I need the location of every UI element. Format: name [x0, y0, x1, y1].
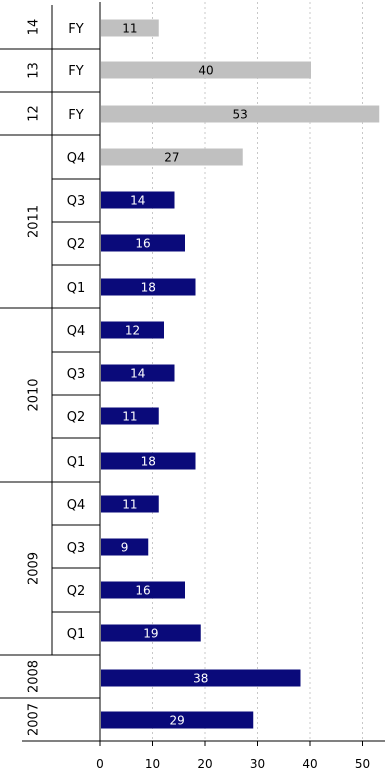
bar-value-label: 38 [193, 672, 208, 686]
x-tick-label: 40 [302, 757, 317, 771]
bar [101, 452, 196, 470]
x-tick-label: 20 [197, 757, 212, 771]
x-tick-label: 30 [250, 757, 265, 771]
bar-value-label: 16 [135, 584, 150, 598]
period-label: Q4 [67, 151, 86, 166]
bar [101, 61, 311, 79]
bar [101, 105, 380, 123]
bar [101, 538, 149, 556]
period-label: Q3 [67, 194, 86, 209]
bar [101, 191, 175, 209]
bar [101, 364, 175, 382]
bar-value-label: 18 [141, 455, 156, 469]
bar-value-label: 18 [141, 281, 156, 295]
bar-value-label: 53 [232, 108, 247, 122]
bar [101, 19, 159, 37]
group-label: 2008 [27, 660, 42, 693]
bar [101, 669, 301, 687]
period-label: Q2 [67, 584, 86, 599]
period-label: Q4 [67, 324, 86, 339]
bar-value-label: 16 [135, 237, 150, 251]
bar-value-label: 11 [122, 22, 137, 36]
period-label: Q2 [67, 410, 86, 425]
bar-value-label: 19 [143, 627, 158, 641]
x-tick-label: 10 [145, 757, 160, 771]
group-label: 2009 [27, 552, 42, 585]
group-label: 2011 [27, 205, 42, 238]
bar-value-label: 40 [198, 64, 213, 78]
period-label: Q1 [67, 627, 86, 642]
bar-value-label: 27 [164, 151, 179, 165]
bar [101, 711, 254, 729]
period-label: Q1 [67, 455, 86, 470]
period-label: Q3 [67, 541, 86, 556]
period-label: FY [68, 108, 83, 123]
bar [101, 278, 196, 296]
bar-value-label: 29 [169, 714, 184, 728]
bar-value-label: 9 [121, 541, 129, 555]
period-label: Q1 [67, 281, 86, 296]
bar [101, 581, 185, 599]
bar [101, 234, 185, 252]
bar-value-label: 14 [130, 194, 145, 208]
bar [101, 148, 243, 166]
bar-value-label: 11 [122, 410, 137, 424]
bar [101, 495, 159, 513]
bar-value-label: 12 [125, 324, 140, 338]
bar-value-label: 14 [130, 367, 145, 381]
x-tick-label: 0 [96, 757, 104, 771]
group-label: 2007 [27, 703, 42, 736]
bar [101, 321, 164, 339]
x-tick-label: 50 [355, 757, 370, 771]
period-label: FY [68, 22, 83, 37]
group-label: 13 [27, 62, 42, 79]
bar [101, 407, 159, 425]
bar-value-label: 11 [122, 498, 137, 512]
period-label: Q2 [67, 237, 86, 252]
bar [101, 624, 201, 642]
group-label: 2010 [27, 378, 42, 411]
group-label: 12 [27, 105, 42, 122]
period-label: Q4 [67, 498, 86, 513]
period-label: FY [68, 64, 83, 79]
period-label: Q3 [67, 367, 86, 382]
group-label: 14 [27, 19, 42, 36]
